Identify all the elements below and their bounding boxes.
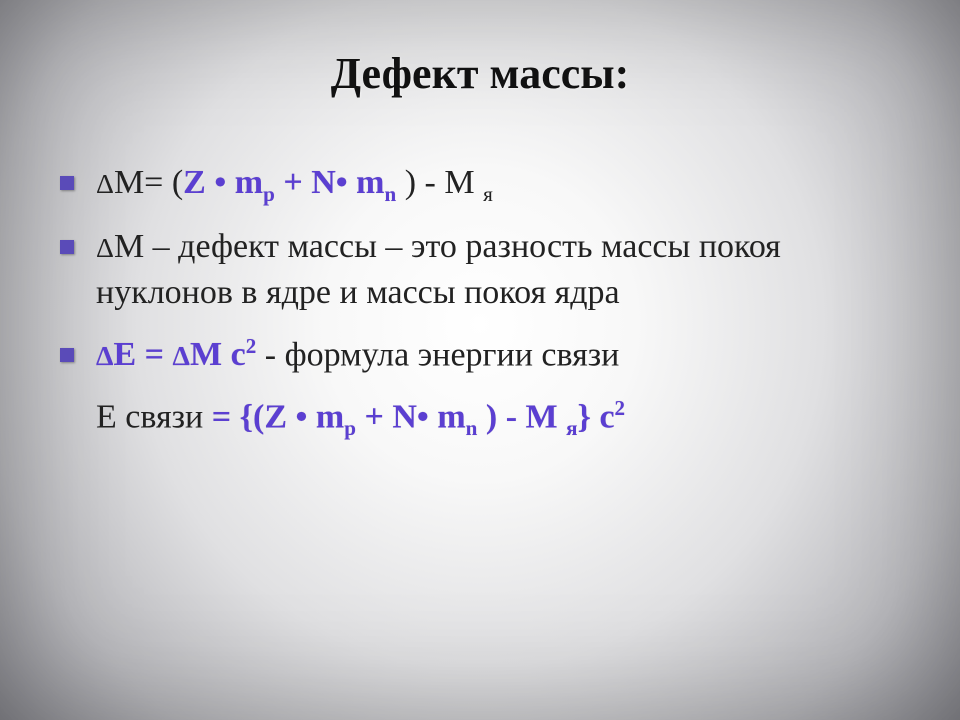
bullet-icon [60, 240, 74, 254]
slide-title: Дефект массы: [0, 48, 960, 99]
bullet-icon [60, 176, 74, 190]
formula-ebind-expanded: Е связи = {(Z • mp + N• mn ) - М я} с2 [96, 394, 625, 443]
bullet-item-formula: ΔМ= (Z • mp + N• mn ) - М я [60, 160, 900, 208]
item-ebind-expanded: Е связи = {(Z • mp + N• mn ) - М я} с2 [60, 394, 900, 443]
energy-lhs: ΔЕ = ΔМ с [96, 336, 246, 373]
slide: Дефект массы: ΔМ= (Z • mp + N• mn ) - М … [0, 0, 960, 720]
bullet-icon [60, 348, 74, 362]
definition-text: ΔМ – дефект массы – это разность массы п… [96, 224, 900, 316]
formula-mass-defect: ΔМ= (Z • mp + N• mn ) - М я [96, 160, 493, 208]
formula-binding-energy: ΔЕ = ΔМ с2 - формула энергии связи [96, 332, 619, 378]
bullet-item-energy: ΔЕ = ΔМ с2 - формула энергии связи [60, 332, 900, 378]
bullet-item-definition: ΔМ – дефект массы – это разность массы п… [60, 224, 900, 316]
slide-body: ΔМ= (Z • mp + N• mn ) - М я ΔМ – дефект … [60, 160, 900, 459]
